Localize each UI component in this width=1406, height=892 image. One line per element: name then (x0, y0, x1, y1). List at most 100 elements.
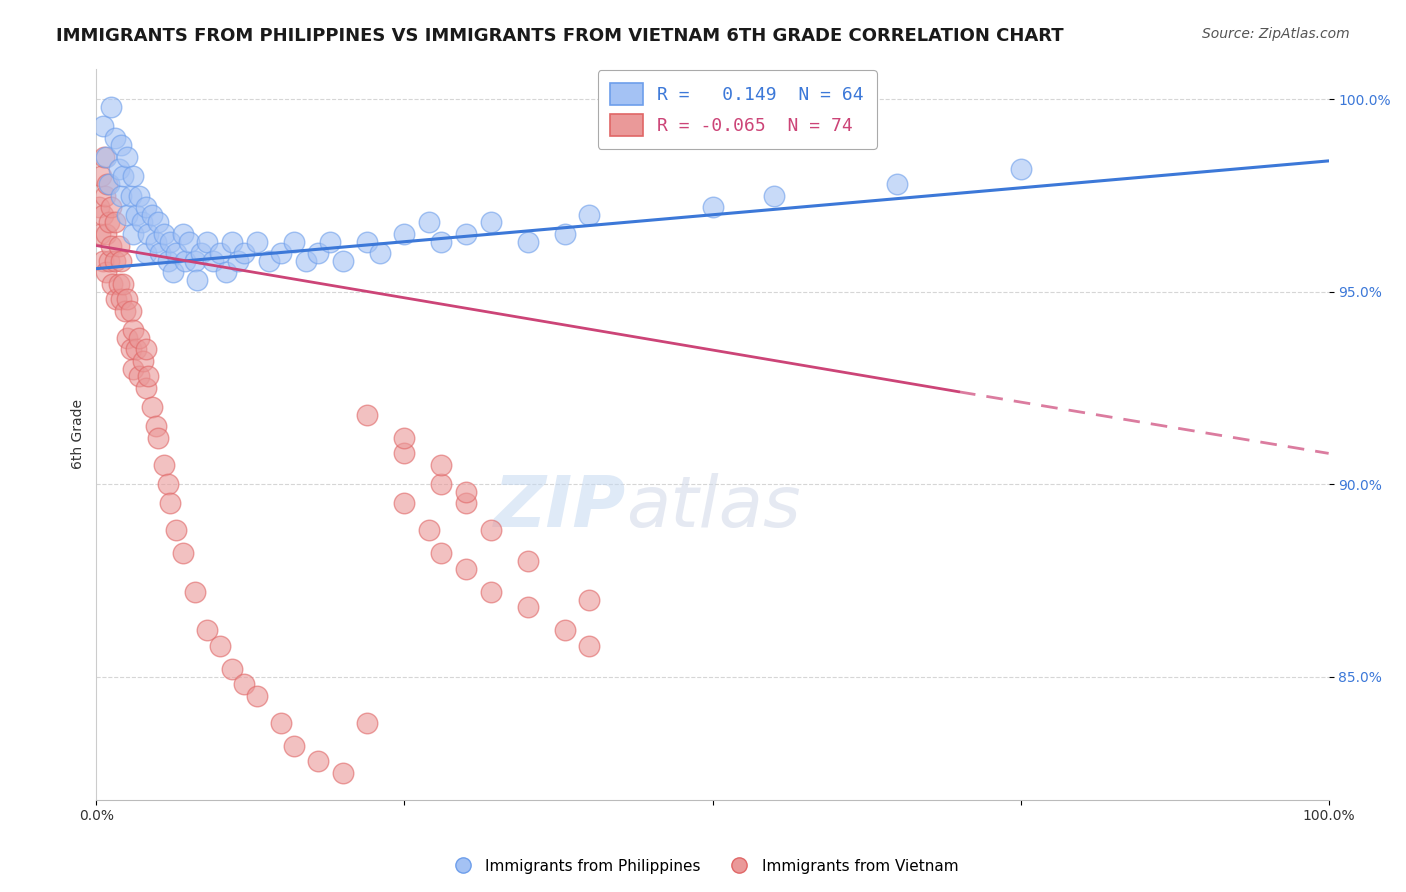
Point (172, 227, 194, 241)
Point (87, 200, 110, 214)
Point (110, 138, 132, 153)
Point (356, 715, 378, 730)
Point (110, 254, 132, 268)
Point (105, 293, 128, 307)
Point (97, 177, 120, 191)
Point (516, 554, 538, 568)
Text: IMMIGRANTS FROM PHILIPPINES VS IMMIGRANTS FROM VIETNAM 6TH GRADE CORRELATION CHA: IMMIGRANTS FROM PHILIPPINES VS IMMIGRANT… (56, 27, 1064, 45)
Point (145, 419, 167, 434)
Point (554, 227, 576, 241)
Point (136, 369, 159, 384)
Point (221, 662, 243, 676)
Point (104, 215, 127, 229)
Point (146, 431, 169, 445)
Point (122, 227, 145, 241)
Point (115, 150, 138, 164)
Point (208, 246, 231, 260)
Point (578, 592, 600, 607)
Point (107, 238, 129, 252)
Point (96, 265, 118, 279)
Point (135, 200, 157, 214)
Point (114, 304, 136, 318)
Point (202, 254, 225, 268)
Point (356, 235, 378, 249)
Point (115, 331, 138, 345)
Point (135, 246, 157, 260)
Point (394, 496, 416, 510)
Point (115, 208, 138, 222)
Point (283, 235, 305, 249)
Point (208, 639, 231, 653)
Point (165, 246, 187, 260)
Text: ZIP: ZIP (494, 473, 626, 541)
Point (90, 169, 112, 184)
Point (368, 246, 391, 260)
Point (112, 169, 135, 184)
Point (141, 208, 163, 222)
Point (122, 323, 145, 337)
Point (97, 254, 120, 268)
Point (454, 227, 477, 241)
Point (135, 381, 157, 395)
Point (91, 254, 114, 268)
Point (156, 254, 179, 268)
Point (110, 293, 132, 307)
Legend: R =   0.149  N = 64, R = -0.065  N = 74: R = 0.149 N = 64, R = -0.065 N = 74 (598, 70, 876, 149)
Point (430, 235, 453, 249)
Point (245, 235, 267, 249)
Point (177, 235, 200, 249)
Point (159, 235, 181, 249)
Y-axis label: 6th Grade: 6th Grade (72, 399, 86, 469)
Point (430, 477, 453, 491)
Point (245, 689, 267, 703)
Point (184, 585, 207, 599)
Point (479, 215, 502, 229)
Point (186, 273, 208, 287)
Point (131, 215, 153, 229)
Point (135, 343, 157, 357)
Point (141, 401, 163, 415)
Text: Source: ZipAtlas.com: Source: ZipAtlas.com (1202, 27, 1350, 41)
Point (122, 361, 145, 376)
Point (418, 215, 440, 229)
Point (184, 254, 207, 268)
Point (128, 188, 150, 202)
Point (702, 200, 724, 214)
Point (226, 254, 249, 268)
Point (430, 546, 453, 560)
Point (270, 246, 292, 260)
Point (233, 246, 256, 260)
Point (96, 177, 118, 191)
Point (125, 343, 148, 357)
Point (479, 585, 502, 599)
Point (394, 227, 416, 241)
Point (159, 496, 181, 510)
Point (96, 227, 118, 241)
Point (165, 524, 187, 538)
Point (104, 254, 127, 268)
Point (145, 235, 167, 249)
Point (190, 246, 212, 260)
Point (886, 177, 908, 191)
Point (295, 254, 318, 268)
Point (94, 188, 117, 202)
Point (307, 754, 329, 768)
Point (115, 293, 138, 307)
Point (578, 639, 600, 653)
Point (97, 215, 120, 229)
Point (153, 227, 176, 241)
Point (149, 246, 172, 260)
Point (221, 235, 243, 249)
Point (195, 624, 218, 638)
Point (332, 765, 354, 780)
Text: atlas: atlas (626, 473, 801, 541)
Point (107, 277, 129, 291)
Point (136, 227, 159, 241)
Point (120, 343, 142, 357)
Point (283, 739, 305, 753)
Point (156, 477, 179, 491)
Point (100, 238, 122, 252)
Point (89, 227, 111, 241)
Point (394, 446, 416, 460)
Point (257, 254, 280, 268)
